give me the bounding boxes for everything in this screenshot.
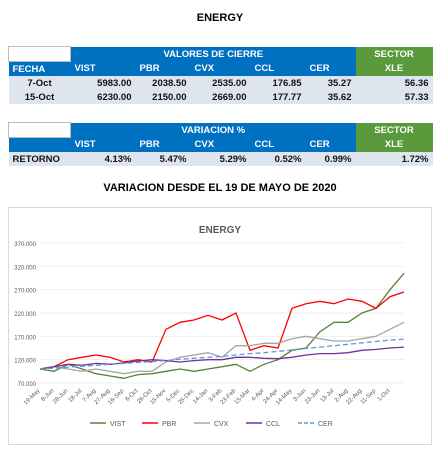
chart: ENERGY 70.000 120.000 170.000 220.000 270.00… bbox=[8, 207, 432, 445]
table: VARIACION % SECTOR VIST PBR CVX CCL CER XLE RETO… bbox=[8, 122, 433, 166]
cell: 2150.00 bbox=[135, 90, 191, 104]
data-row: RETORNO 4.13% 5.47% 5.29% 0.52% 0.99% 1.72% bbox=[8, 152, 433, 166]
series-line bbox=[39, 291, 405, 370]
data-row: 15-Oct 6230.00 2150.00 2669.00 177.77 35.62 57… bbox=[8, 90, 433, 104]
legend-label: CER bbox=[318, 421, 333, 428]
cell: 2038.50 bbox=[135, 76, 191, 90]
blank-cell bbox=[8, 46, 71, 62]
column-header: VIST bbox=[70, 137, 136, 152]
y-tick-label: 320.000 bbox=[14, 265, 36, 271]
y-tick-label: 220.000 bbox=[14, 312, 36, 318]
column-header: CCL bbox=[250, 61, 306, 76]
column-header: CVX bbox=[190, 137, 251, 152]
sector-header: SECTOR bbox=[355, 46, 433, 62]
cell: 5983.00 bbox=[70, 76, 136, 90]
column-header: CER bbox=[305, 137, 356, 152]
cell: 2535.00 bbox=[190, 76, 251, 90]
series-line bbox=[39, 346, 405, 370]
header-row: VARIACION % SECTOR bbox=[8, 122, 433, 138]
cell: 5.47% bbox=[135, 152, 191, 166]
column-row: VIST PBR CVX CCL CER XLE bbox=[8, 137, 433, 152]
chart-frame bbox=[8, 207, 432, 445]
column-header: CER bbox=[305, 61, 356, 76]
column-header: XLE bbox=[355, 137, 433, 152]
column-header: PBR bbox=[135, 137, 191, 152]
page-title: ENERGY bbox=[196, 12, 244, 24]
y-tick-label: 170.000 bbox=[14, 335, 36, 341]
cell: 2669.00 bbox=[190, 90, 251, 104]
cell: 0.99% bbox=[305, 152, 356, 166]
column-header: XLE bbox=[355, 61, 433, 76]
cell: 176.85 bbox=[250, 76, 306, 90]
legend-label: VIST bbox=[110, 421, 126, 428]
sector-header: SECTOR bbox=[355, 122, 433, 138]
series-line bbox=[39, 272, 405, 379]
table: VALORES DE CIERRE SECTOR FECHA VIST PBR CVX CC… bbox=[8, 46, 433, 104]
legend-label: CCL bbox=[266, 421, 280, 428]
column-row: FECHA VIST PBR CVX CCL CER XLE bbox=[8, 61, 433, 76]
cell: 35.62 bbox=[305, 90, 356, 104]
cell: 35.27 bbox=[305, 76, 356, 90]
group-header: VARIACION % bbox=[70, 122, 356, 138]
chart-title: ENERGY bbox=[199, 225, 242, 236]
blank-cell bbox=[8, 137, 71, 152]
cell: 177.77 bbox=[250, 90, 306, 104]
series-line bbox=[39, 338, 405, 370]
cell: 57.33 bbox=[355, 90, 433, 104]
cell: 15-Oct bbox=[8, 90, 71, 104]
series-line bbox=[39, 321, 405, 375]
cell: 6230.00 bbox=[70, 90, 136, 104]
y-tick-label: 120.000 bbox=[14, 359, 36, 365]
y-tick-label: 370.000 bbox=[14, 242, 36, 248]
header-row: VALORES DE CIERRE SECTOR bbox=[8, 46, 433, 62]
cell: 4.13% bbox=[70, 152, 136, 166]
blank-cell bbox=[8, 122, 71, 138]
cell: 56.36 bbox=[355, 76, 433, 90]
cell: 5.29% bbox=[190, 152, 251, 166]
column-header: CVX bbox=[190, 61, 251, 76]
legend-label: CVX bbox=[214, 421, 229, 428]
y-tick-label: 70.000 bbox=[18, 382, 37, 388]
column-header: VIST bbox=[70, 61, 136, 76]
column-header: FECHA bbox=[8, 61, 71, 76]
column-header: PBR bbox=[135, 61, 191, 76]
group-header: VALORES DE CIERRE bbox=[70, 46, 356, 62]
data-row: 7-Oct 5983.00 2038.50 2535.00 176.85 35.27 56.… bbox=[8, 76, 433, 90]
legend-label: PBR bbox=[162, 421, 176, 428]
cell: 0.52% bbox=[250, 152, 306, 166]
subtitle: VARIACION DESDE EL 19 DE MAYO DE 2020 bbox=[103, 182, 337, 194]
y-tick-label: 270.000 bbox=[14, 289, 36, 295]
column-header: CCL bbox=[250, 137, 306, 152]
cell: 7-Oct bbox=[8, 76, 71, 90]
cell: 1.72% bbox=[355, 152, 433, 166]
cell: RETORNO bbox=[8, 152, 71, 166]
